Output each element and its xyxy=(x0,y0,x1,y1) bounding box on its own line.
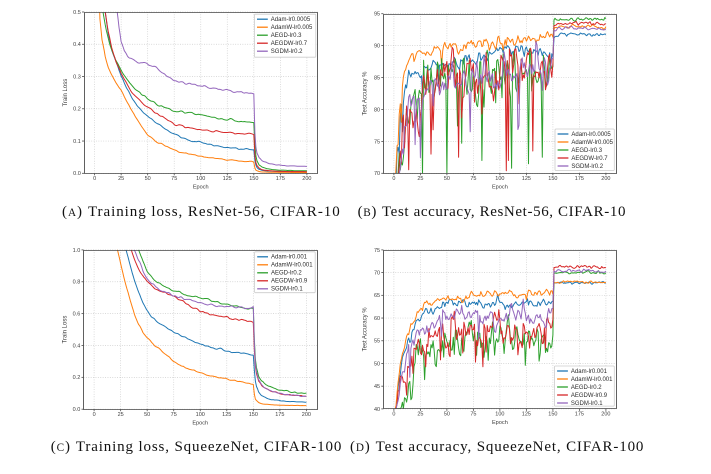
svg-text:0.2: 0.2 xyxy=(73,107,81,113)
svg-text:Adam-lr0.0005: Adam-lr0.0005 xyxy=(571,132,611,138)
svg-text:0.4: 0.4 xyxy=(73,42,81,48)
svg-text:100: 100 xyxy=(196,176,205,182)
svg-text:65: 65 xyxy=(374,293,380,299)
svg-text:AEGD-lr0.3: AEGD-lr0.3 xyxy=(271,33,302,39)
svg-text:Train Loss: Train Loss xyxy=(63,79,69,107)
svg-text:Epoch: Epoch xyxy=(492,185,508,191)
svg-text:75: 75 xyxy=(374,139,380,145)
svg-text:50: 50 xyxy=(444,412,450,418)
svg-text:150: 150 xyxy=(548,176,557,182)
svg-text:Epoch: Epoch xyxy=(492,420,508,426)
svg-text:200: 200 xyxy=(601,176,610,182)
svg-text:0.0: 0.0 xyxy=(73,407,81,413)
svg-text:0.0: 0.0 xyxy=(73,171,81,177)
svg-text:AEGD-lr0.3: AEGD-lr0.3 xyxy=(571,148,602,154)
svg-text:1.0: 1.0 xyxy=(73,248,81,254)
svg-text:0: 0 xyxy=(93,412,96,418)
svg-text:90: 90 xyxy=(374,44,380,50)
svg-text:25: 25 xyxy=(417,412,423,418)
svg-text:AEGD-lr0.2: AEGD-lr0.2 xyxy=(571,385,602,391)
svg-text:175: 175 xyxy=(575,176,584,182)
svg-text:175: 175 xyxy=(575,412,584,418)
svg-text:125: 125 xyxy=(223,176,232,182)
svg-text:75: 75 xyxy=(470,176,476,182)
svg-text:40: 40 xyxy=(374,407,380,413)
svg-text:Train Loss: Train Loss xyxy=(63,316,69,344)
svg-text:125: 125 xyxy=(522,412,531,418)
svg-text:SGDM-lr0.1: SGDM-lr0.1 xyxy=(571,401,603,407)
svg-text:75: 75 xyxy=(171,412,177,418)
svg-text:50: 50 xyxy=(145,176,151,182)
svg-text:SGDM-lr0.2: SGDM-lr0.2 xyxy=(571,164,603,170)
svg-text:AdamW-lr0.001: AdamW-lr0.001 xyxy=(271,263,313,269)
svg-text:25: 25 xyxy=(118,412,124,418)
svg-text:25: 25 xyxy=(118,176,124,182)
svg-text:150: 150 xyxy=(249,412,258,418)
svg-text:175: 175 xyxy=(276,176,285,182)
svg-text:AEGDW-lr0.9: AEGDW-lr0.9 xyxy=(571,393,608,399)
svg-text:100: 100 xyxy=(196,412,205,418)
svg-text:0.8: 0.8 xyxy=(73,280,81,286)
svg-text:0: 0 xyxy=(93,176,96,182)
svg-text:125: 125 xyxy=(522,176,531,182)
svg-text:Test Accuracy %: Test Accuracy % xyxy=(362,307,368,352)
svg-text:70: 70 xyxy=(374,271,380,277)
svg-text:Epoch: Epoch xyxy=(193,185,209,191)
svg-text:125: 125 xyxy=(222,412,231,418)
svg-text:AdamW-lr0.005: AdamW-lr0.005 xyxy=(571,140,613,146)
svg-text:200: 200 xyxy=(601,412,610,418)
svg-text:85: 85 xyxy=(374,75,380,81)
svg-text:AdamW-lr0.001: AdamW-lr0.001 xyxy=(571,377,613,383)
svg-text:175: 175 xyxy=(275,412,284,418)
svg-text:50: 50 xyxy=(374,361,380,367)
svg-text:Epoch: Epoch xyxy=(192,420,208,426)
svg-text:150: 150 xyxy=(548,412,557,418)
svg-text:Adam-lr0.001: Adam-lr0.001 xyxy=(571,369,608,375)
svg-text:Adam-lr0.0005: Adam-lr0.0005 xyxy=(271,17,311,23)
svg-text:AEGDW-lr0.7: AEGDW-lr0.7 xyxy=(571,156,608,162)
svg-text:200: 200 xyxy=(302,412,311,418)
svg-text:0.6: 0.6 xyxy=(73,312,81,318)
svg-text:0.5: 0.5 xyxy=(73,10,81,16)
svg-text:AdamW-lr0.005: AdamW-lr0.005 xyxy=(271,25,313,31)
svg-text:AEGD-lr0.2: AEGD-lr0.2 xyxy=(271,271,302,277)
svg-text:25: 25 xyxy=(417,176,423,182)
svg-text:0.3: 0.3 xyxy=(73,74,81,80)
svg-text:60: 60 xyxy=(374,316,380,322)
svg-text:70: 70 xyxy=(374,171,380,177)
svg-text:0.4: 0.4 xyxy=(73,343,81,349)
svg-text:100: 100 xyxy=(495,412,504,418)
svg-text:200: 200 xyxy=(302,176,311,182)
svg-text:AEGDW-lr0.7: AEGDW-lr0.7 xyxy=(271,41,308,47)
svg-text:50: 50 xyxy=(144,412,150,418)
svg-text:100: 100 xyxy=(495,176,504,182)
svg-text:AEGDW-lr0.9: AEGDW-lr0.9 xyxy=(271,279,308,285)
svg-text:Test Accuracy %: Test Accuracy % xyxy=(362,71,368,116)
svg-text:Adam-lr0.001: Adam-lr0.001 xyxy=(271,255,308,261)
svg-text:45: 45 xyxy=(374,384,380,390)
svg-text:0: 0 xyxy=(392,412,395,418)
svg-text:75: 75 xyxy=(470,412,476,418)
svg-text:80: 80 xyxy=(374,107,380,113)
svg-text:150: 150 xyxy=(249,176,258,182)
svg-text:0.2: 0.2 xyxy=(73,375,81,381)
svg-text:0.1: 0.1 xyxy=(73,139,81,145)
svg-text:SGDM-lr0.1: SGDM-lr0.1 xyxy=(271,287,303,293)
svg-text:95: 95 xyxy=(374,12,380,18)
svg-text:50: 50 xyxy=(444,176,450,182)
svg-text:0: 0 xyxy=(392,176,395,182)
svg-text:75: 75 xyxy=(171,176,177,182)
svg-text:75: 75 xyxy=(374,248,380,254)
svg-text:55: 55 xyxy=(374,339,380,345)
svg-text:SGDM-lr0.2: SGDM-lr0.2 xyxy=(271,49,303,55)
